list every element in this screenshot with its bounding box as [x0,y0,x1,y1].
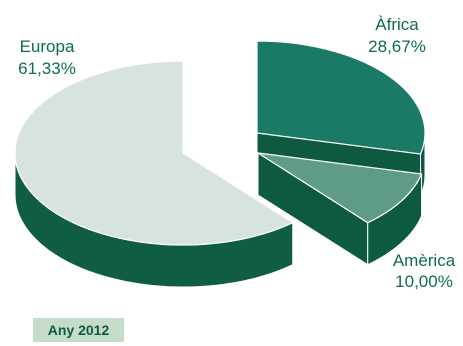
label-africa-value: 28,67% [368,37,426,56]
label-europa-name: Europa [20,37,75,56]
label-america-value: 10,00% [395,272,453,291]
label-america-name: Amèrica [393,251,456,270]
slice-europa [14,60,294,246]
label-africa-name: Àfrica [375,15,419,34]
label-europa-value: 61,33% [18,59,76,78]
year-badge: Any 2012 [33,318,124,342]
pie-tops [14,40,426,246]
slice-america [257,152,423,224]
slice-africa [256,40,426,155]
